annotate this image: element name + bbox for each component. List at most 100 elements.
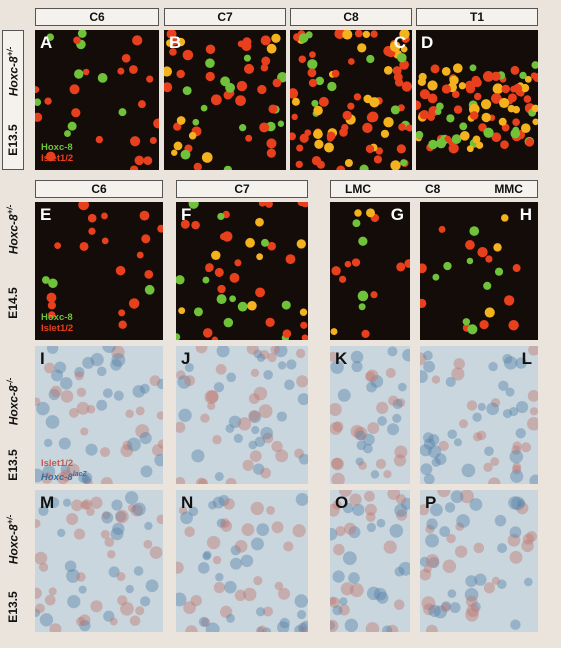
cell	[35, 468, 44, 483]
cell	[448, 143, 459, 154]
cell	[244, 63, 255, 74]
cell	[191, 220, 200, 230]
cell	[393, 454, 407, 467]
cell	[248, 410, 260, 422]
cell	[290, 132, 296, 141]
cell	[211, 250, 221, 261]
cell	[339, 275, 347, 283]
cell	[349, 493, 362, 506]
cell	[342, 502, 354, 514]
cell	[491, 576, 500, 585]
cell	[110, 527, 124, 541]
cell	[242, 459, 254, 471]
cell	[508, 320, 519, 331]
cell	[253, 463, 265, 475]
cell	[509, 406, 519, 417]
cell	[137, 100, 146, 109]
cell	[250, 537, 264, 551]
cell	[490, 457, 500, 467]
cell	[250, 501, 264, 516]
cell	[365, 512, 376, 522]
cell	[467, 324, 478, 335]
cell	[122, 440, 133, 451]
cell	[392, 398, 403, 410]
cell	[257, 625, 267, 632]
cell	[129, 65, 138, 74]
cell	[393, 599, 405, 610]
cell	[472, 432, 483, 442]
micrograph-n	[176, 490, 308, 632]
cell	[178, 408, 192, 422]
cell	[249, 450, 262, 463]
cell	[383, 117, 394, 128]
panel-letter-o: O	[335, 493, 349, 512]
cell	[248, 440, 258, 450]
cell	[339, 490, 352, 497]
cell	[39, 613, 54, 627]
cell	[483, 462, 493, 472]
cell	[520, 123, 531, 133]
cell	[68, 407, 79, 418]
cell	[226, 613, 235, 623]
cell	[313, 129, 323, 139]
cell	[149, 375, 161, 387]
cell	[291, 97, 300, 106]
cell	[350, 350, 364, 364]
cell	[45, 151, 56, 162]
cell	[282, 329, 292, 338]
cell	[523, 95, 532, 103]
cell	[510, 469, 524, 483]
cell	[205, 44, 216, 55]
cell	[99, 447, 111, 458]
cell	[522, 533, 535, 545]
cell	[444, 502, 456, 513]
cell	[314, 139, 324, 149]
cell	[316, 160, 325, 169]
cell	[375, 458, 387, 470]
panel-letter-a: A	[40, 33, 53, 52]
cell	[248, 393, 260, 404]
cell	[195, 477, 207, 484]
cell	[243, 54, 251, 62]
cell	[253, 386, 268, 401]
cell	[74, 366, 85, 378]
cell	[493, 243, 502, 252]
cell	[56, 471, 69, 484]
cell	[272, 78, 282, 88]
legend-fluor-e: Hoxc-8 Islet1/2	[41, 312, 73, 334]
cell	[211, 336, 219, 340]
cell	[416, 130, 424, 139]
panel-letter-p: P	[425, 493, 437, 512]
cell	[376, 401, 389, 415]
cell	[253, 576, 263, 586]
cell	[490, 398, 501, 408]
panel-letter-c: C	[393, 33, 406, 52]
cell	[41, 276, 50, 284]
cell	[497, 579, 507, 589]
cell	[464, 587, 479, 602]
cell	[60, 464, 71, 475]
cell	[333, 543, 345, 556]
micrograph-a	[35, 30, 159, 170]
cell	[265, 202, 273, 208]
cell	[259, 122, 270, 133]
cell	[81, 475, 91, 484]
cell	[275, 449, 289, 463]
cell	[101, 511, 111, 520]
cell	[490, 93, 502, 104]
cell	[363, 443, 373, 454]
cell	[336, 165, 346, 170]
cell	[290, 88, 299, 99]
cell	[508, 496, 522, 510]
cell	[143, 156, 153, 166]
cell	[207, 401, 216, 411]
cell	[300, 620, 308, 632]
cell	[230, 557, 243, 570]
cell	[380, 129, 390, 138]
cell	[125, 584, 134, 594]
cell	[149, 546, 163, 559]
cell	[81, 499, 93, 510]
cell	[86, 507, 95, 516]
cell	[305, 31, 313, 39]
cell	[253, 349, 263, 359]
